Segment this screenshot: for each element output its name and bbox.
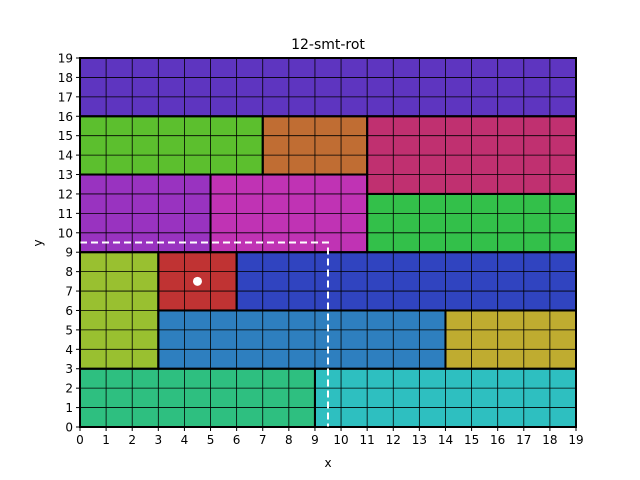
- region-rect-1: [80, 116, 263, 175]
- x-axis: 0 1 2 3 4 5 6 7 8 9 10 11 12 13 14 15 16 17 18 19: [76, 427, 584, 447]
- y-tick-label: 3: [65, 362, 73, 376]
- x-tick-label: 2: [128, 433, 136, 447]
- region-rect-0: [80, 58, 576, 117]
- y-tick-label: 7: [65, 285, 73, 299]
- region-rect-9: [236, 252, 576, 311]
- x-tick-label: 10: [333, 433, 348, 447]
- x-tick-label: 11: [360, 433, 375, 447]
- x-tick-label: 19: [568, 433, 583, 447]
- x-tick-label: 7: [259, 433, 267, 447]
- y-tick-label: 19: [58, 52, 73, 66]
- y-tick-label: 6: [65, 304, 73, 318]
- y-tick-label: 11: [58, 207, 73, 221]
- y-tick-label: 17: [58, 90, 73, 104]
- y-tick-label: 4: [65, 343, 73, 357]
- x-tick-label: 4: [181, 433, 189, 447]
- y-tick-label: 15: [58, 129, 73, 143]
- x-tick-label: 13: [412, 433, 427, 447]
- y-tick-label: 14: [58, 149, 73, 163]
- y-tick-label: 2: [65, 382, 73, 396]
- y-tick-label: 1: [65, 401, 73, 415]
- x-tick-label: 0: [76, 433, 84, 447]
- x-tick-label: 5: [207, 433, 215, 447]
- x-tick-label: 1: [102, 433, 110, 447]
- y-tick-label: 10: [58, 226, 73, 240]
- y-tick-label: 0: [65, 421, 73, 435]
- marker-point: [192, 276, 202, 286]
- x-tick-label: 6: [233, 433, 241, 447]
- region-rect-10: [158, 310, 446, 369]
- x-tick-label: 12: [386, 433, 401, 447]
- x-tick-label: 15: [464, 433, 479, 447]
- region-rect-12: [80, 368, 315, 427]
- x-tick-label: 8: [285, 433, 293, 447]
- y-tick-label: 18: [58, 71, 73, 85]
- dashed-path: [80, 241, 329, 427]
- y-tick-label: 8: [65, 265, 73, 279]
- y-tick-label: 9: [65, 246, 73, 260]
- y-tick-label: 16: [58, 110, 73, 124]
- x-tick-label: 17: [516, 433, 531, 447]
- x-tick-label: 18: [542, 433, 557, 447]
- y-tick-label: 12: [58, 187, 73, 201]
- plot-area: [79, 57, 578, 429]
- x-tick-label: 9: [311, 433, 319, 447]
- x-tick-label: 14: [438, 433, 453, 447]
- x-tick-label: 16: [490, 433, 505, 447]
- x-tick-label: 3: [154, 433, 162, 447]
- y-axis-label: y: [31, 239, 45, 246]
- x-axis-label: x: [324, 456, 331, 470]
- region-rect-11: [445, 310, 576, 369]
- y-tick-label: 13: [58, 168, 73, 182]
- chart-title: 12-smt-rot: [291, 37, 365, 53]
- y-tick-label: 5: [65, 323, 73, 337]
- axes-frame: [79, 57, 577, 428]
